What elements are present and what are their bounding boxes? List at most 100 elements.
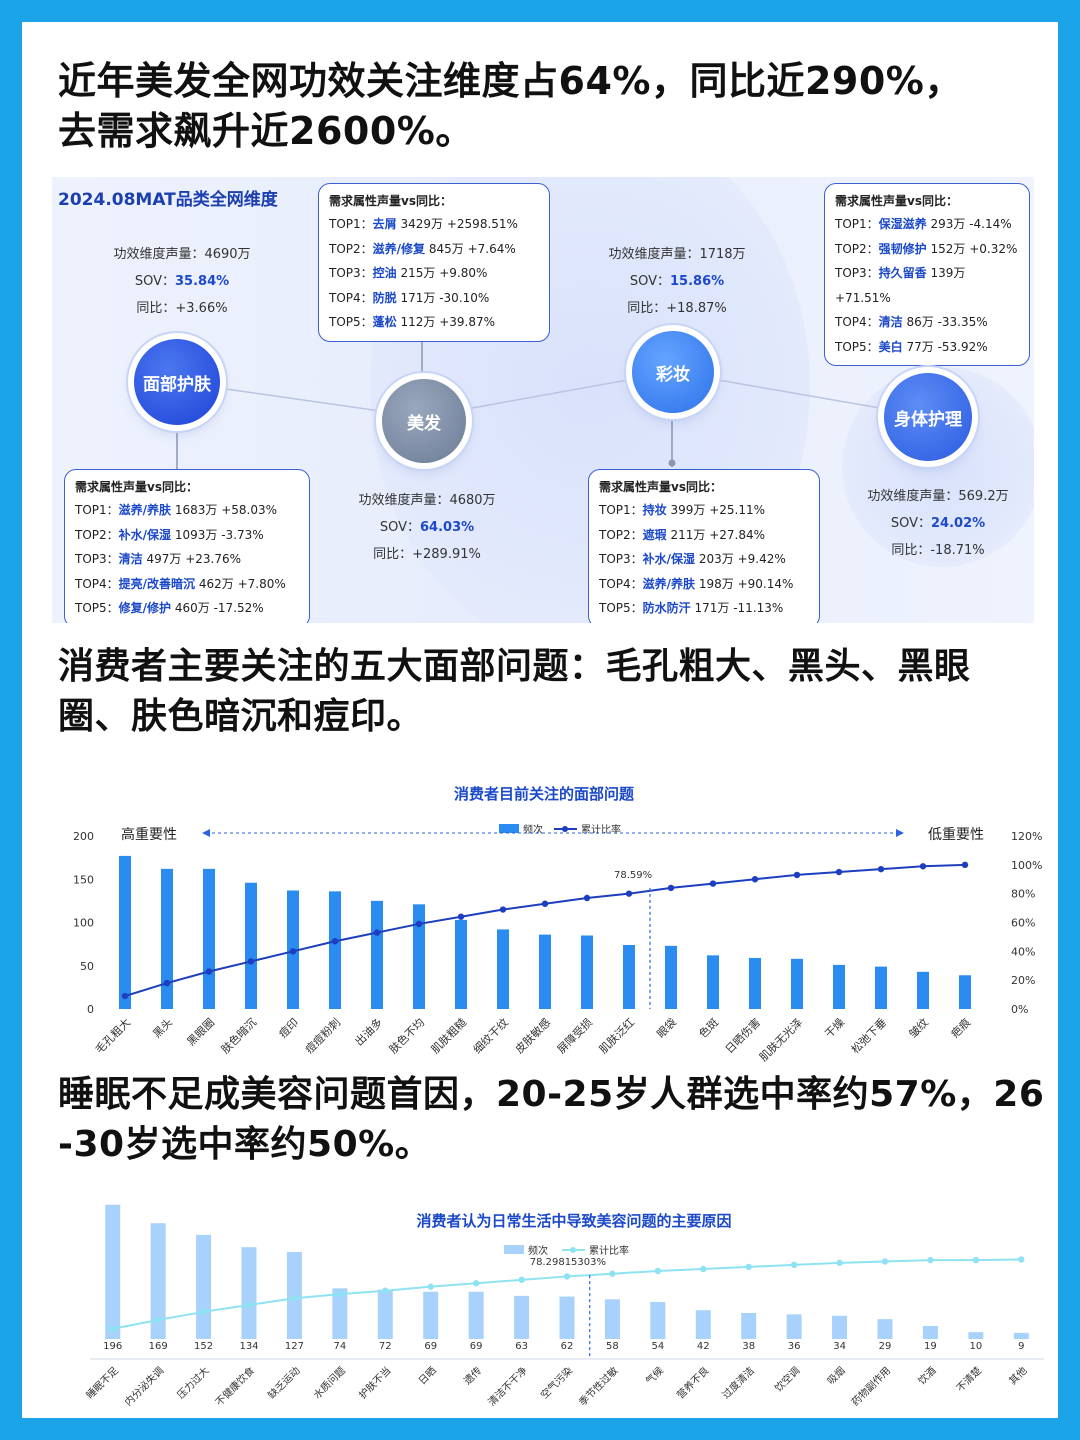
category-panel: 2024.08MAT品类全网维度 功效维度声量：4690万 SOV：35.84%… bbox=[52, 177, 1034, 623]
cum-point-过度清洁 bbox=[745, 1263, 752, 1271]
chart2-title: 消费者认为日常生活中导致美容问题的主要原因 bbox=[416, 1212, 731, 1230]
data-label-睡眠不足: 196 bbox=[103, 1341, 122, 1352]
bar-肤色暗沉 bbox=[245, 882, 257, 1009]
bar-药物副作用 bbox=[877, 1319, 893, 1339]
headline-1: 近年美发全网功效关注维度占64%，同比近290%， 去需求飙升近2600%。 bbox=[58, 59, 963, 153]
legend-swatch-freq-2 bbox=[504, 1245, 524, 1254]
cum-point-屏障受损 bbox=[583, 894, 591, 902]
x-label-内分泌失调: 内分泌失调 bbox=[122, 1364, 167, 1409]
cum-point-营养不良 bbox=[700, 1265, 707, 1273]
data-label-遗传: 69 bbox=[470, 1341, 483, 1352]
y-tick-label: 50 bbox=[80, 960, 94, 973]
x-label-黑头: 黑头 bbox=[150, 1016, 175, 1041]
bar-水质问题 bbox=[332, 1288, 348, 1339]
x-label-肌肤泛红: 肌肤泛红 bbox=[596, 1015, 637, 1056]
data-label-饮酒: 19 bbox=[924, 1341, 937, 1352]
data-label-不清楚: 10 bbox=[969, 1341, 982, 1352]
x-label-睡眠不足: 睡眠不足 bbox=[83, 1364, 120, 1401]
node-bodycare: 身体护理 bbox=[884, 373, 972, 461]
legend-label-freq-2: 频次 bbox=[528, 1244, 548, 1257]
x-label-饮空调: 饮空调 bbox=[772, 1364, 802, 1394]
data-label-过度清洁: 38 bbox=[742, 1341, 755, 1352]
note-low-importance: 低重要性 bbox=[928, 827, 984, 843]
cum-point-饮空调 bbox=[790, 1261, 798, 1269]
x-label-吸烟: 吸烟 bbox=[824, 1364, 847, 1387]
bar-干燥 bbox=[833, 964, 845, 1009]
x-label-空气污染: 空气污染 bbox=[538, 1364, 575, 1401]
x-label-气候: 气候 bbox=[643, 1364, 666, 1387]
data-label-吸烟: 34 bbox=[833, 1341, 846, 1352]
data-label-营养不良: 42 bbox=[697, 1341, 710, 1352]
infographic-card: 近年美发全网功效关注维度占64%，同比近290%， 去需求飙升近2600%。 2… bbox=[22, 22, 1058, 1418]
pareto-annotation: 78.59% bbox=[614, 870, 652, 881]
stat-makeup: 功效维度声量：1718万 SOV：15.86% 同比：+18.87% bbox=[608, 247, 746, 316]
cum-point-皱纹 bbox=[919, 863, 927, 870]
x-label-其他: 其他 bbox=[1006, 1364, 1029, 1387]
x-label-眼袋: 眼袋 bbox=[654, 1015, 679, 1040]
bar-细纹干纹 bbox=[497, 929, 509, 1009]
legend-swatch-freq bbox=[499, 824, 519, 833]
cum-point-水质问题 bbox=[336, 1290, 344, 1298]
cum-point-日晒 bbox=[427, 1283, 434, 1290]
x-label-饮酒: 饮酒 bbox=[915, 1364, 938, 1387]
bar-季节性过敏 bbox=[604, 1299, 620, 1339]
x-label-痘印: 痘印 bbox=[276, 1015, 301, 1040]
bar-日晒 bbox=[423, 1291, 439, 1339]
legend-label-cum: 累计比率 bbox=[581, 823, 621, 836]
box-hair: 需求属性声量vs同比： TOP1：去屑 3429万 +2598.51% TOP2… bbox=[318, 183, 550, 342]
x-label-缺乏运动: 缺乏运动 bbox=[265, 1364, 302, 1401]
x-label-出油多: 出油多 bbox=[352, 1015, 385, 1048]
x-label-细纹干纹: 细纹干纹 bbox=[470, 1015, 511, 1056]
y2-tick-label: 40% bbox=[1011, 945, 1035, 958]
data-label-不健康饮食: 134 bbox=[239, 1341, 258, 1352]
data-label-其他: 9 bbox=[1018, 1341, 1024, 1352]
cum-point-肤色暗沉 bbox=[247, 958, 255, 965]
x-label-疤痕: 疤痕 bbox=[948, 1015, 973, 1040]
x-label-不清楚: 不清楚 bbox=[954, 1364, 984, 1394]
cum-point-肌肤粗糙 bbox=[457, 913, 465, 920]
bar-饮酒 bbox=[922, 1325, 938, 1339]
x-label-松弛下垂: 松弛下垂 bbox=[848, 1015, 889, 1056]
data-label-清洁不干净: 63 bbox=[515, 1341, 528, 1352]
node-skincare: 面部护肤 bbox=[134, 339, 220, 425]
cum-point-气候 bbox=[654, 1267, 662, 1275]
bar-睡眠不足 bbox=[105, 1204, 121, 1339]
cum-point-日晒伤害 bbox=[751, 876, 759, 883]
cum-point-遗传 bbox=[472, 1280, 480, 1287]
bar-松弛下垂 bbox=[875, 966, 887, 1009]
cum-point-色斑 bbox=[709, 880, 717, 887]
data-label-气候: 54 bbox=[651, 1341, 664, 1352]
cum-point-干燥 bbox=[835, 868, 843, 876]
x-label-压力过大: 压力过大 bbox=[174, 1364, 211, 1401]
box-bodycare: 需求属性声量vs同比： TOP1：保湿滋养 293万 -4.14% TOP2：强… bbox=[824, 183, 1030, 366]
bar-过度清洁 bbox=[741, 1312, 757, 1339]
x-label-不健康饮食: 不健康饮食 bbox=[213, 1364, 258, 1409]
y2-tick-label: 120% bbox=[1011, 830, 1042, 843]
bar-不清楚 bbox=[968, 1332, 984, 1339]
cum-point-眼袋 bbox=[667, 884, 675, 892]
bar-气候 bbox=[650, 1302, 666, 1339]
bar-清洁不干净 bbox=[514, 1295, 530, 1339]
x-label-皮肤敏感: 皮肤敏感 bbox=[512, 1015, 553, 1056]
y-tick-label: 200 bbox=[73, 830, 94, 843]
bar-遗传 bbox=[468, 1291, 484, 1339]
x-label-清洁不干净: 清洁不干净 bbox=[485, 1364, 530, 1409]
bar-痘痘粉刺 bbox=[329, 891, 341, 1009]
cum-point-黑头 bbox=[163, 979, 171, 987]
cum-point-其他 bbox=[1018, 1256, 1025, 1263]
node-hair: 美发 bbox=[382, 379, 466, 463]
cum-point-护肤不当 bbox=[382, 1287, 389, 1294]
data-label-缺乏运动: 127 bbox=[285, 1341, 304, 1352]
cum-point-出油多 bbox=[373, 929, 381, 936]
x-label-屏障受损: 屏障受损 bbox=[554, 1015, 595, 1056]
cum-point-肌肤泛红 bbox=[625, 890, 633, 897]
cum-point-松弛下垂 bbox=[877, 865, 885, 873]
bar-不健康饮食 bbox=[241, 1247, 257, 1339]
y2-tick-label: 80% bbox=[1011, 888, 1035, 901]
x-label-药物副作用: 药物副作用 bbox=[849, 1364, 894, 1409]
stat-hair: 功效维度声量：4680万 SOV：64.03% 同比：+289.91% bbox=[358, 493, 496, 562]
bar-空气污染 bbox=[559, 1296, 575, 1339]
bar-毛孔粗大 bbox=[119, 855, 131, 1009]
